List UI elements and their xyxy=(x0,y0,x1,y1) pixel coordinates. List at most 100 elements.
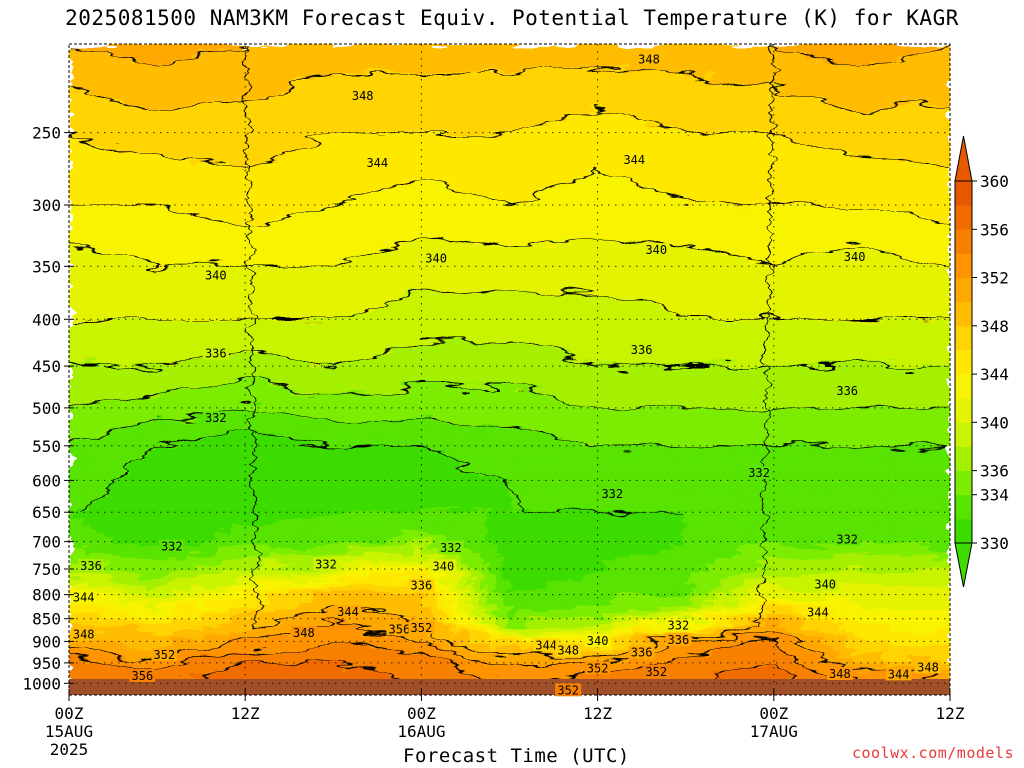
contour-label-bg xyxy=(158,539,185,553)
colorbar-label: 334 xyxy=(980,486,1009,505)
colorbar-segment xyxy=(955,398,972,423)
contour-label-bg xyxy=(430,559,457,573)
colorbar-segment xyxy=(955,494,972,520)
colorbar-top-arrow xyxy=(954,135,973,182)
contour-label: 332 xyxy=(601,487,623,501)
contour-label-bg xyxy=(202,268,229,282)
contour-label: 332 xyxy=(668,619,690,633)
contour-label: 340 xyxy=(844,250,866,264)
contour-label-bg xyxy=(349,89,376,102)
contour-label: 352 xyxy=(587,661,609,675)
y-tick-label: 900 xyxy=(32,632,61,651)
colorbar-segment xyxy=(955,301,972,327)
contour-label-bg xyxy=(621,153,648,167)
theta-e-field xyxy=(69,44,950,695)
contour-label-bg xyxy=(826,667,853,680)
contour-label-bg xyxy=(151,647,178,661)
x-tick-label: 00Z xyxy=(55,704,84,723)
contour-label-bg xyxy=(841,250,868,264)
contour-label-bg xyxy=(599,487,626,500)
contour-label-bg xyxy=(812,577,839,591)
colorbar-label: 348 xyxy=(980,317,1009,336)
contour-label: 356 xyxy=(389,622,411,636)
contour-label-bg xyxy=(915,660,941,674)
contour-label: 340 xyxy=(814,578,836,592)
contour-label-bg xyxy=(636,52,662,66)
contour-label: 348 xyxy=(557,644,579,658)
colorbar-segment xyxy=(955,253,972,278)
y-tick-label: 300 xyxy=(32,196,61,215)
contour-label-bg xyxy=(584,634,611,647)
contour-label: 352 xyxy=(411,621,433,635)
contour-label-bg xyxy=(834,532,861,546)
contour-label-bg xyxy=(335,605,361,619)
contour-label: 344 xyxy=(337,605,359,619)
contour-label: 336 xyxy=(631,343,653,357)
y-tick-label: 1000 xyxy=(22,674,61,693)
y-tick-label: 350 xyxy=(32,257,61,276)
contour-label-bg xyxy=(665,633,692,647)
contour-label: 336 xyxy=(411,579,433,593)
y-tick-label: 450 xyxy=(32,357,61,376)
colorbar-label: 344 xyxy=(980,365,1009,384)
contour-label: 340 xyxy=(425,251,447,265)
contour-label: 344 xyxy=(807,606,829,620)
y-tick-label: 750 xyxy=(32,560,61,579)
contour-label-bg xyxy=(70,627,97,641)
contour-label: 352 xyxy=(557,683,579,697)
contour-line xyxy=(69,640,888,688)
x-tick-label: 12Z xyxy=(936,704,965,723)
contour-label-bg xyxy=(665,618,692,632)
x-tick-date: 17AUG xyxy=(750,722,798,741)
contour-label-bg xyxy=(804,605,831,619)
colorbar-label: 340 xyxy=(980,413,1009,432)
colorbar-label: 360 xyxy=(980,172,1009,191)
contour-label-bg xyxy=(129,669,156,682)
y-tick-label: 550 xyxy=(32,437,61,456)
credit-link[interactable]: coolwx.com/models xyxy=(851,744,1014,762)
colorbar-label: 356 xyxy=(980,220,1009,239)
contour-label-bg xyxy=(643,243,670,257)
y-axis: 250 300 350 400 450 500 550 600 650 700 750 800 850 9… xyxy=(22,124,74,693)
contour-label: 348 xyxy=(73,628,95,642)
contour-label-bg xyxy=(70,590,97,604)
x-tick-label: 00Z xyxy=(759,704,788,723)
contour-line xyxy=(69,109,950,170)
contour-label-bg xyxy=(408,578,435,592)
contour-label: 332 xyxy=(315,558,337,572)
colorbar-segment xyxy=(955,518,972,544)
colorbar-segment xyxy=(955,422,972,447)
colorbar-segment xyxy=(955,374,972,399)
contour-label: 336 xyxy=(668,633,690,647)
contour-label: 356 xyxy=(132,669,154,683)
y-tick-label: 600 xyxy=(32,471,61,490)
x-tick-date: 16AUG xyxy=(397,722,445,741)
y-tick-label: 650 xyxy=(32,503,61,522)
chart-title: 2025081500 NAM3KM Forecast Equiv. Potent… xyxy=(65,6,959,30)
contour-label-bg xyxy=(555,643,582,657)
contour-label: 336 xyxy=(80,559,102,573)
contour-label: 332 xyxy=(748,466,770,480)
contour-label-bg xyxy=(643,665,670,678)
colorbar-segment xyxy=(955,349,972,375)
contour-line xyxy=(69,65,950,112)
contour-label-bg xyxy=(386,622,413,636)
contour-label: 348 xyxy=(638,53,660,67)
contour-label: 332 xyxy=(161,540,183,554)
y-tick-label: 250 xyxy=(32,124,61,143)
contour-label: 332 xyxy=(440,541,462,555)
contour-label: 352 xyxy=(154,648,176,662)
contour-label: 332 xyxy=(205,411,227,425)
contour-label-bg xyxy=(364,156,391,170)
contour-label: 344 xyxy=(535,638,557,652)
contour-label-bg xyxy=(628,342,655,356)
contour-label: 336 xyxy=(836,384,858,398)
contour-label-bg xyxy=(313,557,339,571)
colorbar-segment xyxy=(955,470,972,496)
contour-label: 348 xyxy=(293,626,315,640)
contour-label-bg xyxy=(533,638,560,652)
y-tick-label: 700 xyxy=(32,533,61,552)
contour-label: 348 xyxy=(917,661,939,675)
